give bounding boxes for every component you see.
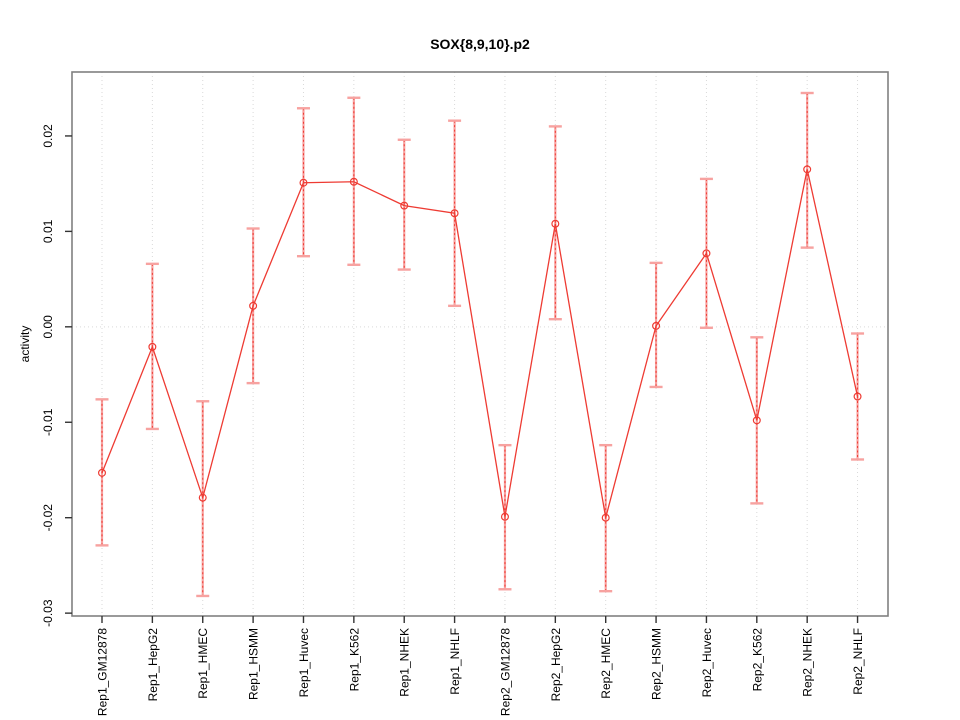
data-point bbox=[450, 209, 459, 218]
x-tick-label: Rep1_HepG2 bbox=[146, 628, 160, 702]
y-tick-label: -0.02 bbox=[41, 504, 55, 532]
x-tick-label: Rep2_NHLF bbox=[851, 628, 865, 695]
data-point bbox=[652, 321, 661, 330]
x-tick-label: Rep2_K562 bbox=[750, 628, 764, 692]
y-tick-label: -0.03 bbox=[41, 599, 55, 627]
x-tick-label: Rep2_HepG2 bbox=[549, 628, 563, 702]
x-tick-label: Rep1_HMEC bbox=[196, 628, 210, 699]
series-line bbox=[101, 169, 859, 518]
x-tick-label: Rep2_GM12878 bbox=[498, 628, 512, 716]
y-tick-label: 0.01 bbox=[41, 219, 55, 243]
x-tick-label: Rep2_HSMM bbox=[650, 628, 664, 700]
x-tick-label: Rep1_GM12878 bbox=[96, 628, 110, 716]
data-point bbox=[198, 493, 207, 502]
y-tick-label: -0.01 bbox=[41, 408, 55, 436]
chart-title: SOX{8,9,10}.p2 bbox=[430, 36, 530, 52]
x-tick-label: Rep1_HSMM bbox=[247, 628, 261, 700]
x-tick-label: Rep1_NHEK bbox=[398, 628, 412, 697]
y-tick-label: 0.02 bbox=[41, 124, 55, 148]
data-point bbox=[803, 165, 812, 174]
plot-border bbox=[71, 71, 889, 617]
data-point bbox=[148, 342, 157, 351]
x-tick-label: Rep1_NHLF bbox=[448, 628, 462, 695]
data-point bbox=[249, 301, 258, 310]
y-tick-label: 0.00 bbox=[41, 315, 55, 339]
data-point bbox=[551, 219, 560, 228]
x-tick-label: Rep2_Huvec bbox=[700, 628, 714, 697]
data-point bbox=[500, 512, 509, 521]
x-tick-label: Rep1_Huvec bbox=[297, 628, 311, 697]
data-point bbox=[752, 416, 761, 425]
data-point bbox=[299, 178, 308, 187]
data-point bbox=[349, 177, 358, 186]
data-point bbox=[400, 201, 409, 210]
data-point bbox=[601, 513, 610, 522]
data-point bbox=[853, 392, 862, 401]
data-point bbox=[702, 249, 711, 258]
data-point bbox=[97, 468, 106, 477]
x-tick-label: Rep2_NHEK bbox=[801, 628, 815, 697]
x-tick-label: Rep1_K562 bbox=[347, 628, 361, 692]
x-tick-label: Rep2_HMEC bbox=[599, 628, 613, 699]
